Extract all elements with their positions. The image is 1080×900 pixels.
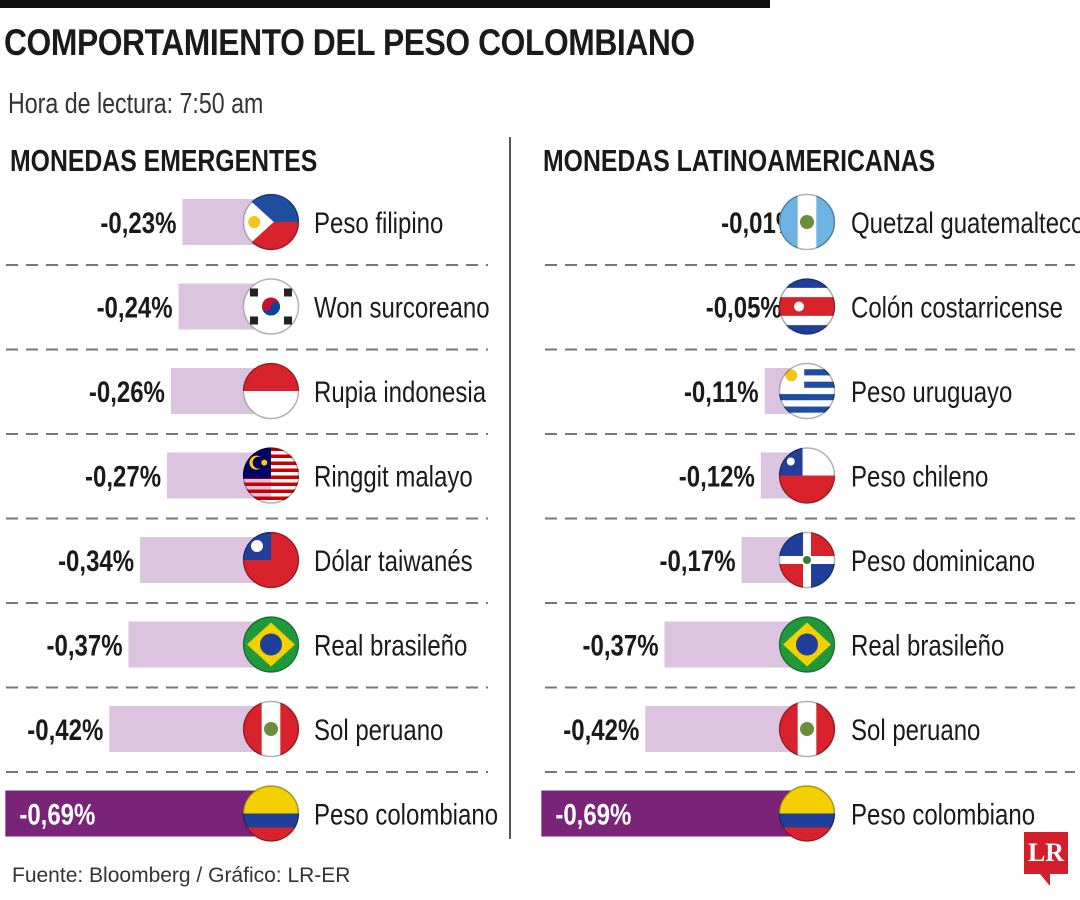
bar-row: -0,01% Quetzal guatemalteco	[721, 199, 1080, 245]
value-label: -0,26%	[89, 374, 165, 408]
lr-logo: LR	[1024, 832, 1068, 886]
bar-highlight	[5, 790, 271, 837]
value-label: -0,27%	[85, 459, 161, 493]
flag-cr-icon	[778, 278, 836, 335]
currency-name: Sol peruano	[851, 712, 980, 746]
reading-time: Hora de lectura: 7:50 am	[8, 88, 264, 120]
value-label: -0,23%	[100, 205, 176, 239]
currency-name: Rupia indonesia	[314, 374, 487, 408]
bar-row: -0,17% Peso dominicano	[660, 537, 1035, 583]
flag-co-icon	[242, 785, 300, 842]
currency-name: Peso dominicano	[851, 543, 1035, 577]
flag-tw-icon	[242, 531, 300, 589]
bar-row: -0,69% Peso colombiano	[541, 790, 1035, 837]
currency-name: Sol peruano	[314, 712, 443, 746]
flag-pe-icon	[242, 700, 300, 758]
currency-name: Dólar taiwanés	[314, 543, 473, 577]
currency-name: Real brasileño	[851, 628, 1004, 662]
currency-name: Colón costarricense	[851, 290, 1063, 324]
source-note: Fuente: Bloomberg / Gráfico: LR-ER	[12, 864, 351, 887]
bar-row: -0,42% Sol peruano	[27, 706, 443, 752]
flag-ph-icon	[242, 193, 300, 251]
currency-name: Peso chileno	[851, 459, 988, 493]
bar-row: -0,69% Peso colombiano	[5, 790, 498, 837]
flag-co-icon	[778, 785, 836, 842]
heading-latinoamericanas: MONEDAS LATINOAMERICANAS	[543, 143, 936, 178]
bar-row: -0,23% Peso filipino	[100, 199, 443, 245]
flag-pe-icon	[778, 700, 836, 758]
flag-gt-icon	[778, 193, 836, 251]
flag-id-icon	[242, 362, 300, 420]
currency-name: Peso uruguayo	[851, 374, 1012, 408]
flag-br-icon	[242, 616, 300, 673]
value-label: -0,37%	[47, 628, 123, 662]
page-title: COMPORTAMIENTO DEL PESO COLOMBIANO	[4, 22, 695, 63]
value-label: -0,42%	[563, 712, 639, 746]
flag-cl-icon	[778, 447, 836, 504]
currency-name: Peso filipino	[314, 205, 443, 239]
heading-emergentes: MONEDAS EMERGENTES	[10, 143, 318, 178]
value-label: -0,69%	[19, 797, 95, 831]
bar-row: -0,05% Colón costarricense	[706, 283, 1063, 330]
bar-highlight	[541, 790, 807, 837]
value-label: -0,34%	[58, 543, 134, 577]
value-label: -0,69%	[555, 797, 631, 831]
bar-row: -0,37% Real brasileño	[583, 621, 1004, 668]
currency-name: Won surcoreano	[314, 290, 490, 324]
currency-name: Quetzal guatemalteco	[851, 205, 1080, 239]
value-label: -0,42%	[27, 712, 103, 746]
value-label: -0,05%	[706, 290, 782, 324]
currency-name: Peso colombiano	[851, 797, 1035, 831]
bar-row: -0,11% Peso uruguayo	[684, 368, 1012, 414]
value-label: -0,37%	[583, 628, 659, 662]
currency-name: Peso colombiano	[314, 797, 498, 831]
currency-name: Real brasileño	[314, 628, 467, 662]
flag-uy-icon	[778, 362, 836, 420]
value-label: -0,17%	[660, 543, 736, 577]
currency-name: Ringgit malayo	[314, 459, 473, 493]
value-label: -0,12%	[679, 459, 755, 493]
top-rule	[0, 0, 770, 8]
flag-br-icon	[778, 616, 836, 673]
flag-kr-icon	[242, 278, 300, 335]
panel-divider	[509, 137, 511, 839]
bar-row: -0,42% Sol peruano	[563, 706, 980, 752]
value-label: -0,24%	[97, 290, 173, 324]
value-label: -0,11%	[684, 374, 759, 408]
